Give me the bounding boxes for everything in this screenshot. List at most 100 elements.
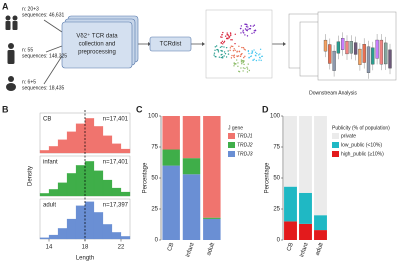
n-label: n=17,401 bbox=[103, 160, 129, 166]
embedding-dot bbox=[242, 29, 244, 32]
embedding-dot bbox=[242, 70, 244, 72]
box-plot-thumbnail bbox=[323, 32, 392, 79]
embedding-dot bbox=[259, 57, 261, 59]
embedding-dot bbox=[247, 49, 250, 52]
legend-label: high_public (≥10%) bbox=[341, 151, 384, 157]
cohort-sequences: sequences: 148,325 bbox=[22, 53, 67, 59]
x-tick-label: infant bbox=[299, 242, 310, 258]
embedding-dot bbox=[231, 54, 233, 57]
group-label: CB bbox=[43, 117, 51, 123]
bar-segment bbox=[162, 165, 180, 240]
hist-bar bbox=[75, 165, 86, 197]
box bbox=[379, 39, 384, 65]
embedding-dots bbox=[213, 23, 264, 73]
embedding-dot bbox=[223, 41, 225, 44]
embedding-dot bbox=[251, 52, 254, 54]
n-label: n=17,397 bbox=[103, 203, 129, 209]
legend-swatch bbox=[228, 142, 235, 148]
embedding-dot bbox=[243, 63, 245, 66]
embedding-dot bbox=[223, 40, 226, 43]
embedding-dot bbox=[223, 51, 226, 53]
embedding-dot bbox=[237, 55, 240, 57]
legend-label: TRDJ2 bbox=[237, 142, 253, 148]
embedding-dot bbox=[242, 31, 244, 33]
baby-icon bbox=[6, 76, 16, 91]
embedding-dot bbox=[244, 34, 246, 36]
bar-segment bbox=[314, 116, 327, 216]
embedding-dot bbox=[238, 70, 240, 73]
legend-swatch bbox=[332, 142, 339, 148]
embedding-dot bbox=[254, 51, 257, 54]
box bbox=[388, 49, 392, 69]
embedding-dot bbox=[248, 69, 251, 72]
hist-bar bbox=[48, 146, 59, 154]
hist-bar bbox=[57, 139, 68, 154]
embedding-dot bbox=[234, 33, 236, 35]
embedding-dot bbox=[234, 42, 236, 45]
cohort-n: n: 55 bbox=[22, 47, 33, 53]
embedding-dot bbox=[221, 45, 223, 48]
cohort-n: n: 20+3 bbox=[22, 6, 39, 12]
hist-bar bbox=[102, 135, 113, 154]
embedding-dot bbox=[221, 56, 224, 58]
embedding-dot bbox=[247, 28, 249, 31]
embedding-dot bbox=[215, 45, 218, 47]
embedding-dot bbox=[240, 59, 243, 61]
embedding-dot bbox=[226, 37, 228, 40]
hist-bar bbox=[111, 143, 122, 154]
embedding-dot bbox=[220, 49, 222, 52]
person-icon bbox=[7, 43, 15, 64]
embedding-dot bbox=[227, 50, 229, 52]
x-tick-label: infant bbox=[185, 242, 196, 258]
hist-bar bbox=[84, 201, 95, 240]
hist-bar bbox=[120, 148, 131, 154]
embedding-dot bbox=[244, 67, 246, 70]
embedding-dot bbox=[242, 61, 245, 63]
embedding-dot bbox=[241, 46, 243, 49]
embedding-dot bbox=[243, 56, 245, 59]
bar-segment bbox=[299, 116, 312, 193]
embedding-dot bbox=[248, 28, 251, 30]
box bbox=[349, 41, 353, 54]
y-tick-label: 0 bbox=[277, 238, 281, 244]
legend-label: TRDJ1 bbox=[237, 133, 253, 139]
hist-bar bbox=[120, 191, 131, 197]
bar-segment bbox=[182, 116, 201, 159]
bar-segment bbox=[182, 158, 201, 175]
embedding-dot bbox=[246, 66, 248, 69]
embedding-dot bbox=[243, 32, 245, 34]
embedding-dot bbox=[241, 60, 243, 62]
embedding-dot bbox=[253, 24, 256, 26]
bar-segment bbox=[299, 192, 312, 224]
embedding-dot bbox=[220, 42, 222, 44]
embedding-dot bbox=[226, 32, 228, 34]
legend-swatch bbox=[228, 133, 235, 139]
hist-bar bbox=[93, 170, 104, 197]
embedding-dot bbox=[228, 37, 230, 39]
y-tick-label: 100 bbox=[270, 114, 281, 120]
bar-segment bbox=[284, 221, 297, 240]
embedding-dot bbox=[229, 49, 231, 52]
embedding-dot bbox=[225, 46, 228, 49]
y-tick-label: 75 bbox=[151, 145, 158, 151]
hist-bar bbox=[84, 161, 95, 197]
process-label: collection and bbox=[79, 42, 116, 48]
embedding-dot bbox=[222, 31, 224, 34]
bar-segment bbox=[203, 218, 221, 240]
y-tick-label: 50 bbox=[273, 176, 280, 182]
y-tick-label: 100 bbox=[148, 114, 159, 120]
x-tick-label: CB bbox=[167, 242, 175, 252]
embedding-dot bbox=[218, 56, 221, 58]
embedding-dot bbox=[217, 49, 219, 52]
embedding-dot bbox=[243, 48, 246, 50]
legend-title: J gene bbox=[228, 125, 243, 131]
box bbox=[384, 42, 388, 65]
bar-segment bbox=[299, 223, 312, 240]
embedding-dot bbox=[239, 27, 242, 30]
process-label: Vδ2⁺ TCR data bbox=[76, 33, 118, 40]
bar-segment bbox=[182, 174, 201, 240]
embedding-dot bbox=[228, 35, 230, 37]
bar-segment bbox=[284, 116, 297, 187]
embedding-dot bbox=[250, 25, 252, 27]
hist-bar bbox=[93, 126, 104, 154]
